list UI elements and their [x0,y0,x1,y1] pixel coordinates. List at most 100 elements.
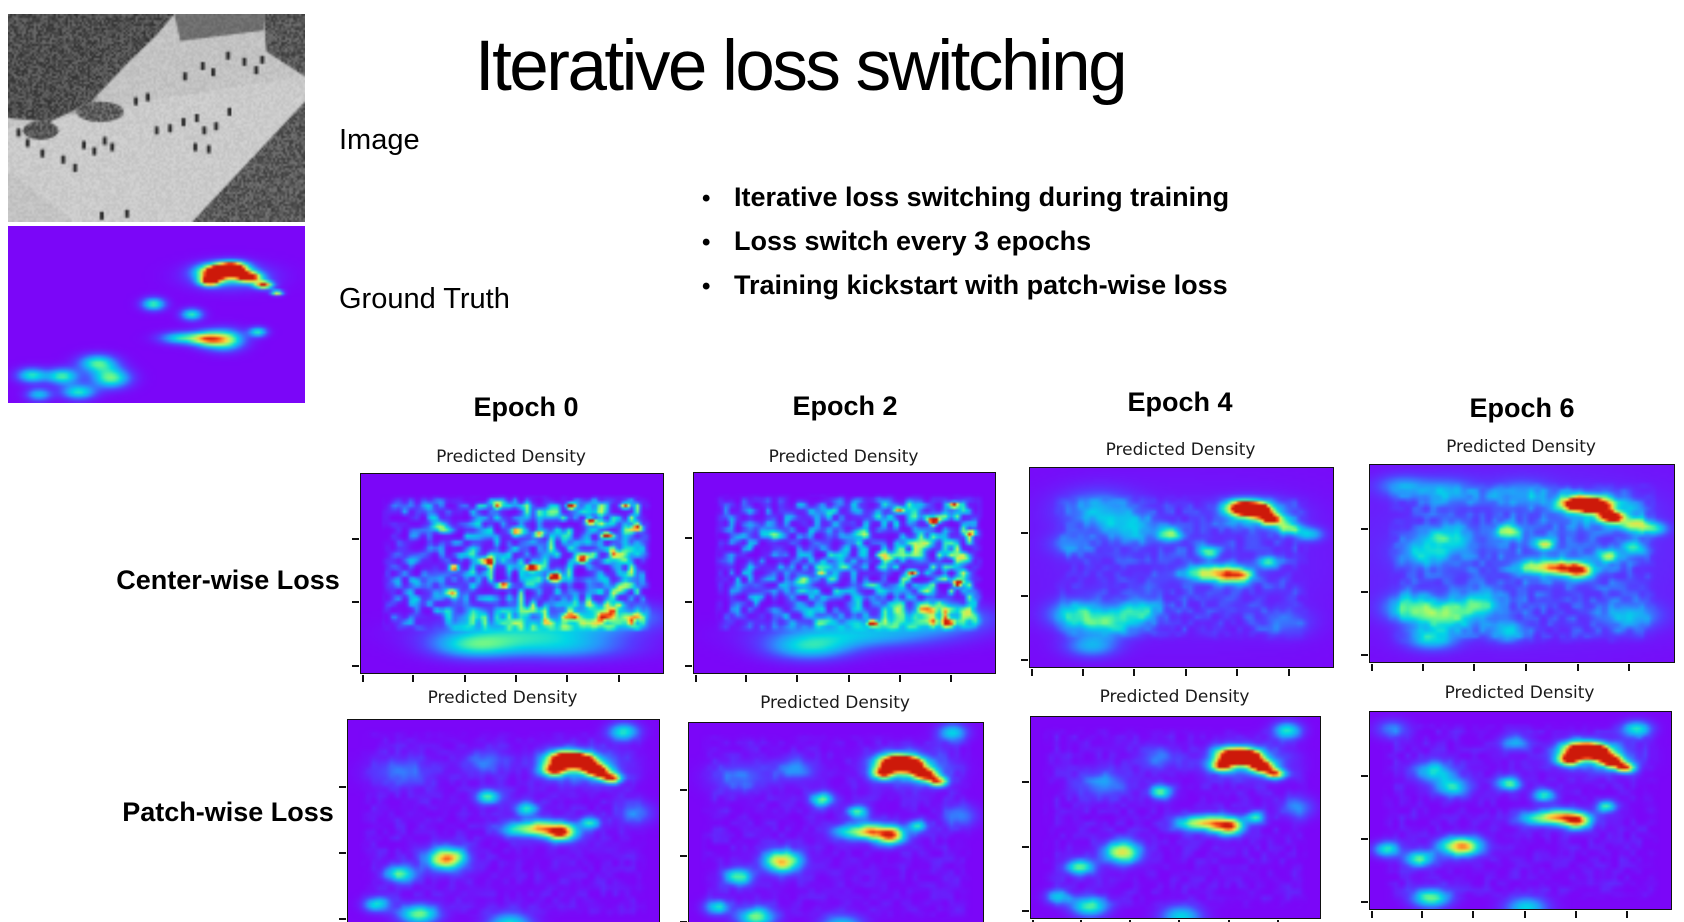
y-axis-tick [1361,775,1368,778]
y-axis-tick [1021,595,1028,598]
y-axis-tick [1361,654,1368,657]
x-axis-tick [1370,664,1373,671]
heatmap-canvas [1030,468,1333,667]
epoch-header-6: Epoch 6 [1469,393,1575,423]
slide-title: Iterative loss switching [474,27,1128,106]
x-axis-tick [1129,920,1132,922]
x-axis-tick [1523,911,1526,918]
y-axis-tick [685,665,692,667]
x-axis-tick [1030,669,1033,676]
x-axis-tick [1472,911,1475,918]
x-axis-tick [1080,920,1083,922]
heatmap-canvas [1370,465,1674,662]
panel-title: Predicted Density [760,693,910,713]
bullet-list: • Iterative loss switching during traini… [702,182,1229,314]
y-axis-tick [1361,528,1368,531]
y-axis-tick [680,920,687,922]
heatmap-center-wise-epoch4 [1021,467,1334,676]
crowd-image-canvas [8,14,305,222]
y-axis-tick [1361,838,1368,841]
x-axis-tick [412,675,415,682]
heatmap-canvas [1031,717,1320,918]
y-axis-tick [339,917,346,920]
crowd-image [8,14,305,222]
x-axis-tick [1525,664,1528,671]
y-axis-tick [352,601,359,604]
x-axis-tick [1625,911,1628,918]
y-axis-tick [1022,781,1029,784]
heatmap-canvas [1370,712,1671,909]
bullet-dot: • [702,273,711,300]
heatmap-patch-wise-epoch4 [1022,716,1321,922]
heatmap-center-wise-epoch0 [352,473,664,682]
x-axis-tick [1236,669,1239,676]
panel-title: Predicted Density [1099,687,1250,707]
heatmap-canvas [694,473,995,673]
epoch-header-0: Epoch 0 [473,392,579,422]
image-label: Image [339,124,420,156]
bullet-dot: • [702,229,711,256]
ground-truth-heatmap [8,226,305,403]
x-axis-tick [694,675,697,682]
x-axis-tick [847,675,850,682]
x-axis-tick [1227,920,1230,922]
y-axis-tick [339,785,346,788]
x-axis-tick [463,675,466,682]
y-axis-tick [1022,909,1029,912]
row-label-center-wise: Center-wise Loss [116,565,340,595]
x-axis-tick [1178,920,1181,922]
bullet-item: • Iterative loss switching during traini… [702,182,1229,226]
y-axis-tick [680,788,687,791]
x-axis-tick [1081,669,1084,676]
y-axis-tick [680,854,687,857]
ground-truth-canvas [8,226,305,403]
y-axis-tick [685,601,692,603]
x-axis-tick [1031,920,1034,922]
x-axis-tick [1421,911,1424,918]
x-axis-tick [796,675,799,682]
y-axis-tick [352,665,359,668]
panel-title: Predicted Density [427,688,578,708]
panel-title: Predicted Density [1446,437,1596,457]
y-axis-tick [1361,591,1368,594]
y-axis-tick [1021,659,1028,662]
bullet-item: • Loss switch every 3 epochs [702,226,1229,270]
bullet-text: Iterative loss switching during training [734,182,1230,212]
x-axis-tick [1276,920,1279,922]
heatmap-patch-wise-epoch0 [339,719,660,922]
heatmap-patch-wise-epoch2 [680,722,984,922]
x-axis-tick [515,675,518,682]
panel-title: Predicted Density [1105,440,1256,460]
x-axis-tick [617,675,620,682]
bullet-text: Loss switch every 3 epochs [734,226,1092,256]
x-axis-tick [1421,664,1424,671]
x-axis-tick [898,675,901,682]
x-axis-tick [949,675,952,682]
panel-title: Predicted Density [1444,683,1595,703]
x-axis-tick [1473,664,1476,671]
heatmap-canvas [348,720,659,922]
y-axis-tick [1361,901,1368,904]
x-axis-tick [566,675,569,682]
y-axis-tick [1022,845,1029,848]
bullet-dot: • [702,185,711,212]
ground-truth-label: Ground Truth [339,283,510,315]
x-axis-tick [361,675,364,682]
heatmap-canvas [361,474,663,673]
x-axis-tick [1628,664,1631,671]
heatmap-center-wise-epoch2 [685,472,996,682]
epoch-header-2: Epoch 2 [792,391,898,421]
row-label-patch-wise: Patch-wise Loss [122,797,334,827]
y-axis-tick [352,537,359,540]
bullet-text: Training kickstart with patch-wise loss [734,270,1228,300]
x-axis-tick [1370,911,1373,918]
x-axis-tick [1287,669,1290,676]
x-axis-tick [1574,911,1577,918]
y-axis-tick [339,851,346,854]
x-axis-tick [1184,669,1187,676]
heatmap-center-wise-epoch6 [1361,464,1675,671]
epoch-header-4: Epoch 4 [1127,387,1233,417]
x-axis-tick [1576,664,1579,671]
panel-title: Predicted Density [436,447,586,467]
